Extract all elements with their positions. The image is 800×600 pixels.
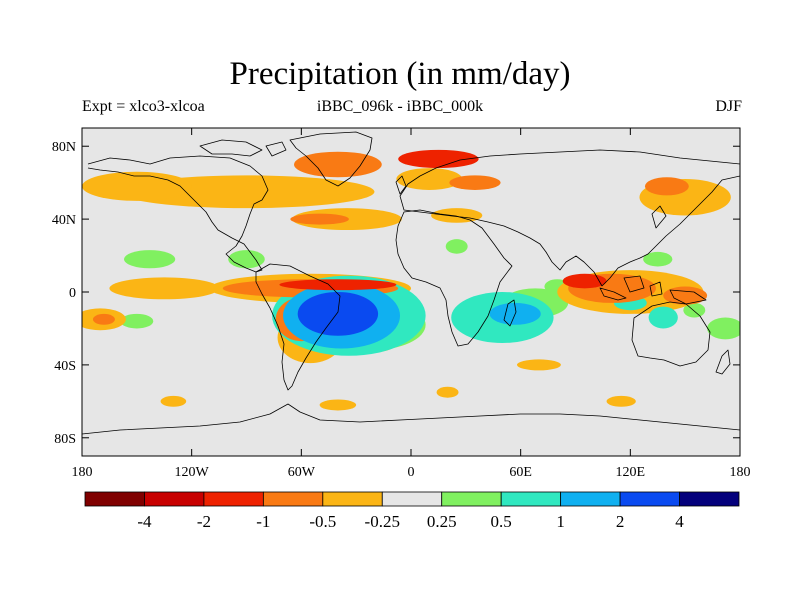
colorbar-label: -0.5: [309, 512, 336, 531]
axis-ticks: 180 120W 60W 0 60E 120E 180 80N 40N 0 40S 80S: [52, 128, 751, 480]
coast-arctic-islands: [199, 139, 287, 157]
x-tick-label: 180: [730, 465, 751, 480]
experiment-label: Expt = xlco3-xlcoa: [82, 98, 205, 115]
colorbar-swatch: [322, 491, 383, 507]
season-label: DJF: [715, 98, 742, 115]
coastlines: [82, 131, 740, 435]
anomaly-region: [663, 286, 708, 305]
colorbar-swatch: [441, 491, 502, 507]
x-tick-label: 0: [408, 465, 415, 480]
colorbar-swatch: [679, 491, 740, 507]
anomaly-field: [82, 149, 740, 411]
map-area: [82, 128, 740, 456]
coast-british-isles: [395, 175, 407, 195]
coast-japan: [651, 205, 667, 229]
colorbar-label: -2: [197, 512, 211, 531]
coast-africa: [395, 209, 513, 347]
x-tick-label: 60E: [509, 465, 532, 480]
colorbar-swatch: [500, 491, 562, 507]
colorbar-swatch: [619, 491, 680, 507]
coast-eurasia: [399, 149, 740, 287]
colorbar-swatch: [262, 491, 324, 507]
colorbar-swatch: [84, 491, 145, 507]
colorbar-label: 0.5: [491, 512, 512, 531]
colorbar-label: -0.25: [365, 512, 400, 531]
x-tick-label: 180: [72, 465, 93, 480]
anomaly-region: [643, 251, 673, 267]
colorbar-label: 2: [616, 512, 625, 531]
colorbar-label: -4: [137, 512, 152, 531]
colorbar-label: 0.25: [427, 512, 457, 531]
anomaly-region: [431, 208, 483, 223]
anomaly-region: [319, 399, 357, 411]
y-tick-label: 80N: [52, 140, 76, 155]
anomaly-region: [517, 359, 561, 371]
colorbar-swatch: [144, 491, 205, 507]
anomaly-region: [290, 213, 349, 225]
x-tick-label: 60W: [288, 465, 316, 480]
coast-australia: [631, 301, 711, 367]
anomaly-region: [398, 149, 479, 169]
anomaly-region: [294, 151, 382, 178]
anomaly-region: [707, 317, 740, 340]
colorbar: -4 -2 -1 -0.5 -0.25 0.25 0.5 1 2 4: [84, 491, 740, 531]
chart-title: Precipitation (in mm/day): [229, 56, 571, 92]
colorbar-label: -1: [256, 512, 270, 531]
anomaly-region: [648, 306, 678, 329]
y-tick-label: 40S: [54, 359, 76, 374]
anomaly-region: [562, 273, 607, 289]
anomaly-region: [109, 277, 220, 300]
anomaly-region: [92, 313, 115, 325]
anomaly-region: [396, 168, 463, 190]
coast-antarctica: [82, 403, 740, 435]
colorbar-label: 1: [556, 512, 565, 531]
anomaly-region: [297, 292, 379, 336]
anomaly-region: [160, 395, 187, 407]
y-tick-label: 80S: [54, 432, 76, 447]
x-tick-label: 120E: [616, 465, 646, 480]
anomaly-region: [449, 175, 501, 190]
colorbar-swatch: [203, 491, 264, 507]
y-tick-label: 40N: [52, 213, 76, 228]
coast-greenland: [289, 131, 373, 187]
coast-indonesia: [599, 275, 707, 305]
coast-south-america: [255, 263, 341, 391]
anomaly-region: [436, 386, 459, 398]
coast-north-america: [87, 155, 269, 273]
x-tick-label: 120W: [175, 465, 210, 480]
colorbar-label: 4: [675, 512, 684, 531]
coast-new-zealand: [715, 349, 731, 375]
anomaly-region: [606, 395, 636, 407]
colorbar-swatch: [381, 491, 443, 507]
colorbar-swatch: [560, 491, 621, 507]
anomaly-region: [120, 313, 154, 329]
anomaly-region: [644, 177, 689, 196]
anomaly-region: [124, 250, 176, 269]
y-tick-label: 0: [69, 286, 76, 301]
anomaly-region: [445, 239, 468, 254]
coast-madagascar: [503, 299, 517, 327]
run-comparison-label: iBBC_096k - iBBC_000k: [316, 98, 484, 115]
anomaly-region: [279, 279, 397, 291]
